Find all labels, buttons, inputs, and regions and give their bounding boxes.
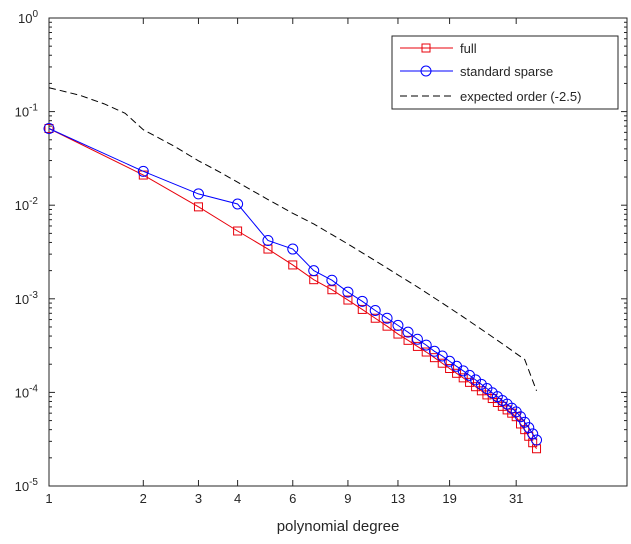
data-point-circle [342,286,354,298]
y-tick-label: 10-2 [15,196,39,213]
legend: full standard sparse expected order (-2.5) [391,35,619,110]
data-point-square [327,285,337,295]
data-point-square [288,260,298,270]
x-tick-label: 13 [391,491,405,506]
data-point-square [382,321,392,331]
y-tick-label: 10-4 [15,383,39,400]
data-point-square [452,368,462,378]
y-tick-label: 10-3 [15,290,39,307]
data-point-circle [137,165,149,177]
x-tick-label: 31 [509,491,523,506]
data-point-square [403,335,413,345]
x-tick-label: 6 [289,491,296,506]
x-tick-label: 3 [195,491,202,506]
y-tick-exponent: -5 [29,477,38,488]
data-point-square [437,358,447,368]
data-point-square [193,202,203,212]
y-tick-base: 10 [15,479,29,494]
data-point-square [357,304,367,314]
series-line [48,87,537,391]
data-point-square [445,364,455,374]
legend-label: expected order (-2.5) [460,89,581,104]
data-point-circle [402,326,414,338]
y-tick-exponent: -4 [29,383,38,394]
data-point-circle [381,312,393,324]
data-point-circle [436,350,448,362]
series-layer [43,87,543,454]
data-point-square [429,353,439,363]
y-tick-label: 100 [18,9,38,26]
y-tick-base: 10 [18,11,32,26]
data-point-square [458,373,468,383]
data-point-circle [411,333,423,345]
data-point-circle [523,422,535,434]
data-point-circle [515,411,527,423]
legend-marker-circle [420,65,432,77]
y-tick-exponent: -2 [29,196,38,207]
data-point-square [421,347,431,357]
legend-marker-square [421,43,431,53]
x-tick-label: 2 [140,491,147,506]
data-point-circle [531,434,543,446]
x-tick-label: 9 [344,491,351,506]
data-point-circle [43,122,55,134]
x-tick-label: 19 [442,491,456,506]
data-point-square [343,295,353,305]
y-tick-exponent: 0 [32,9,38,20]
y-tick-label: 10-1 [15,103,39,120]
legend-label: full [460,41,477,56]
data-point-circle [519,416,531,428]
data-point-square [370,313,380,323]
y-tick-base: 10 [15,385,29,400]
data-point-circle [232,198,244,210]
data-point-circle [475,378,487,390]
data-point-circle [326,274,338,286]
data-point-circle [192,188,204,200]
y-tick-label: 10-5 [15,477,39,494]
data-point-circle [369,304,381,316]
y-tick-exponent: -3 [29,290,38,301]
data-point-circle [527,428,539,440]
y-tick-exponent: -1 [29,103,38,114]
data-point-circle [356,295,368,307]
data-point-square [44,123,54,133]
x-tick-label: 1 [45,491,52,506]
data-point-circle [287,243,299,255]
data-point-circle [392,319,404,331]
data-point-square [233,226,243,236]
x-axis-label: polynomial degree [277,518,400,535]
data-point-circle [470,374,482,386]
y-tick-base: 10 [15,198,29,213]
y-tick-base: 10 [15,105,29,120]
x-tick-label: 4 [234,491,241,506]
data-point-circle [420,339,432,351]
legend-label: standard sparse [460,64,553,79]
data-point-circle [262,234,274,246]
y-tick-base: 10 [15,292,29,307]
data-point-circle [308,265,320,277]
